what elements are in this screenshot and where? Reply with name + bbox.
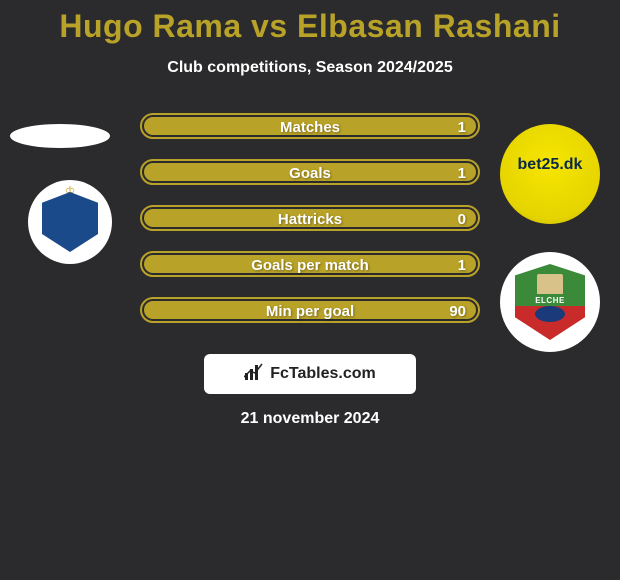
stat-row: Goals1 <box>140 159 480 185</box>
branding-text: FcTables.com <box>270 365 376 383</box>
stats-area: Matches1Goals1Hattricks0Goals per match1… <box>0 113 620 373</box>
stat-label: Hattricks <box>142 207 478 229</box>
stat-row: Goals per match1 <box>140 251 480 277</box>
comparison-card: Hugo Rama vs Elbasan Rashani Club compet… <box>0 0 620 580</box>
stat-row: Matches1 <box>140 113 480 139</box>
bar-chart-icon <box>244 363 264 386</box>
stat-value-right: 1 <box>458 253 466 275</box>
date-text: 21 november 2024 <box>0 410 620 428</box>
stat-label: Goals per match <box>142 253 478 275</box>
stat-value-right: 90 <box>449 299 466 321</box>
stat-label: Goals <box>142 161 478 183</box>
stat-row: Min per goal90 <box>140 297 480 323</box>
stat-label: Matches <box>142 115 478 137</box>
page-title: Hugo Rama vs Elbasan Rashani <box>0 0 620 45</box>
page-subtitle: Club competitions, Season 2024/2025 <box>0 59 620 77</box>
stat-value-right: 0 <box>458 207 466 229</box>
stat-row: Hattricks0 <box>140 205 480 231</box>
branding-box[interactable]: FcTables.com <box>204 354 416 394</box>
stat-label: Min per goal <box>142 299 478 321</box>
stat-value-right: 1 <box>458 115 466 137</box>
stat-value-right: 1 <box>458 161 466 183</box>
